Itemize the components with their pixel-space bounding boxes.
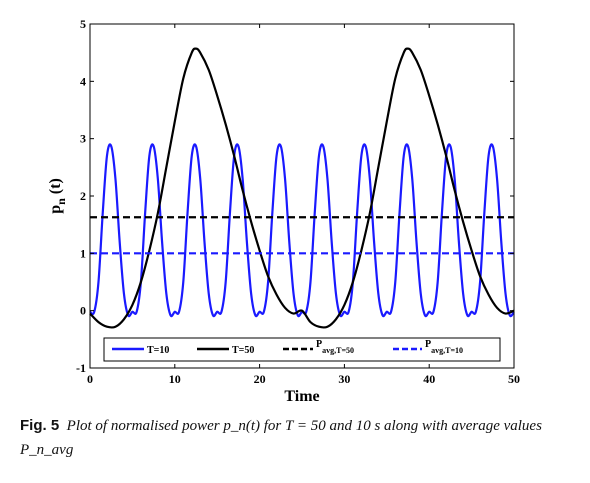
y-tick-label: 2 [80,189,86,203]
y-tick-label: -1 [76,361,86,375]
figure-caption: Fig. 5 Plot of normalised power p_n(t) f… [20,414,572,462]
x-axis-label: Time [284,388,319,405]
series-line-t-50 [89,47,515,329]
x-tick-label: 0 [87,372,93,386]
y-axis-label: pn (t) [47,178,68,214]
y-tick-label: 3 [80,132,86,146]
legend: T=10 T=50 Pavg,T=50 Pavg,T=10 [103,337,501,362]
figure-caption-text: Plot of normalised power p_n(t) for T = … [20,418,542,458]
x-tick-label: 30 [338,372,350,386]
legend-label-t10: T=10 [147,345,169,356]
legend-label-pavg-t10: Pavg,T=10 [425,339,463,355]
x-tick-label: 10 [169,372,181,386]
y-tick-label: 5 [80,17,86,31]
legend-label-t50: T=50 [232,345,254,356]
x-tick-label: 50 [508,372,520,386]
y-tick-label: 0 [80,304,86,318]
x-tick-label: 20 [254,372,266,386]
plot-frame [89,23,515,369]
figure-label: Fig. 5 [20,417,60,434]
y-tick-label: 1 [80,246,86,260]
y-tick-label: 4 [80,74,86,88]
legend-label-pavg-t50: Pavg,T=50 [316,339,354,355]
plot-curves [89,47,515,329]
x-tick-label: 40 [423,372,435,386]
